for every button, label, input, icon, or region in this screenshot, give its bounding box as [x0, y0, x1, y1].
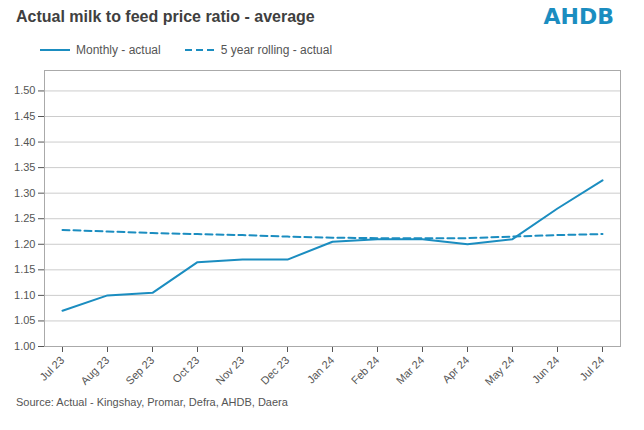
svg-text:1.10: 1.10: [14, 289, 35, 301]
svg-text:Mar 24: Mar 24: [394, 354, 427, 387]
svg-text:Nov 23: Nov 23: [213, 354, 246, 387]
svg-text:Aug 23: Aug 23: [78, 354, 111, 387]
html-text:Monthly - actual: Monthly - actual: [76, 43, 161, 57]
svg-text:Apr 24: Apr 24: [440, 354, 471, 385]
svg-text:1.45: 1.45: [14, 110, 35, 122]
svg-text:Jan 24: Jan 24: [305, 354, 337, 386]
svg-text:1.30: 1.30: [14, 187, 35, 199]
svg-text:Sep 23: Sep 23: [123, 354, 156, 387]
svg-text:1.25: 1.25: [14, 212, 35, 224]
svg-text:Jun 24: Jun 24: [530, 354, 562, 386]
svg-text:1.40: 1.40: [14, 136, 35, 148]
svg-text:Dec 23: Dec 23: [258, 354, 291, 387]
svg-text:1.05: 1.05: [14, 314, 35, 326]
svg-text:1.15: 1.15: [14, 263, 35, 275]
html-text:AHDB: AHDB: [543, 4, 614, 29]
html-text:Actual milk to feed price rati: Actual milk to feed price ratio - averag…: [16, 8, 315, 25]
svg-text:Jul 24: Jul 24: [577, 354, 606, 383]
svg-text:Oct 23: Oct 23: [170, 354, 201, 385]
svg-text:1.20: 1.20: [14, 238, 35, 250]
svg-text:May 24: May 24: [482, 354, 516, 388]
svg-text:1.50: 1.50: [14, 84, 35, 96]
html-text:Source: Actual - Kingshay, Pro: Source: Actual - Kingshay, Promar, Defra…: [16, 396, 288, 408]
svg-text:Jul 23: Jul 23: [37, 354, 66, 383]
svg-text:Feb 24: Feb 24: [349, 354, 382, 387]
html-text:5 year rolling - actual: 5 year rolling - actual: [220, 43, 333, 57]
svg-text:1.35: 1.35: [14, 161, 35, 173]
svg-text:1.00: 1.00: [14, 340, 35, 352]
